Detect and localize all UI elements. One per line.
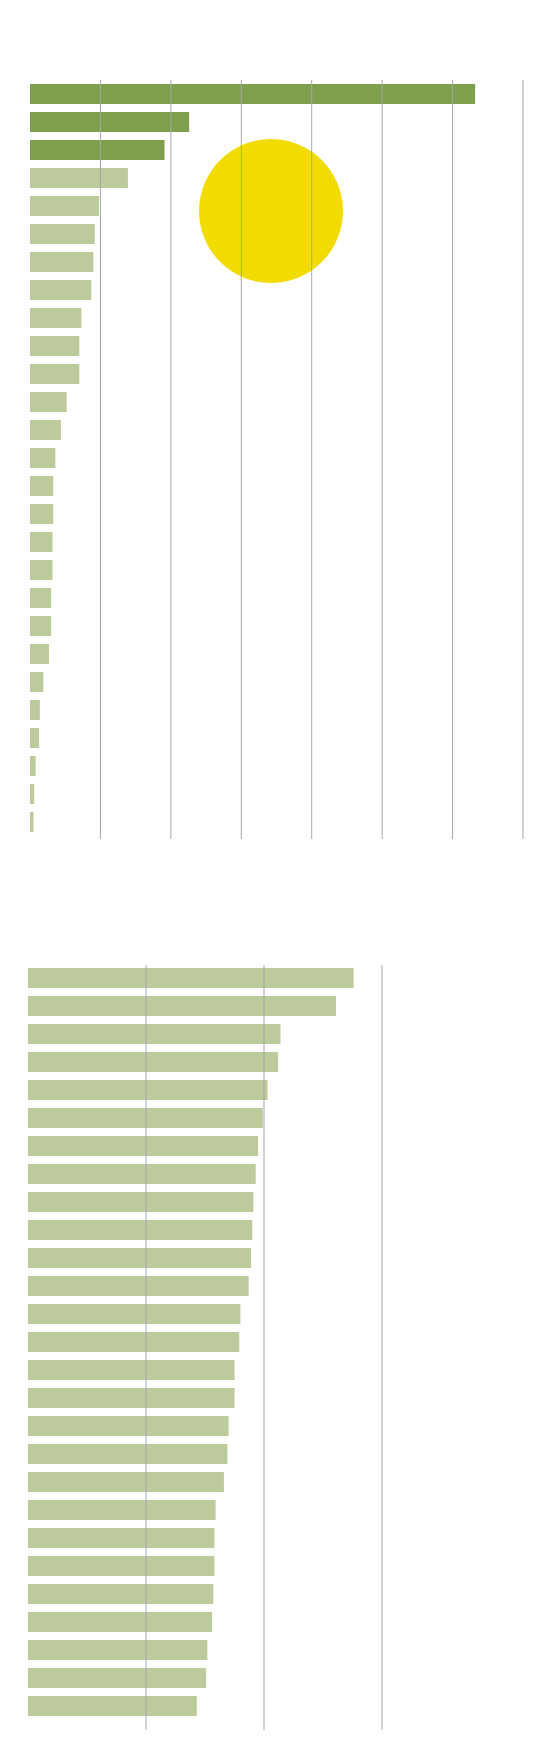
bar xyxy=(30,84,476,104)
bar xyxy=(28,1276,249,1296)
bar xyxy=(30,588,52,608)
bar xyxy=(28,1416,229,1436)
bar xyxy=(28,1332,240,1352)
bar xyxy=(28,1668,207,1688)
bar xyxy=(28,1304,241,1324)
bar xyxy=(28,1640,208,1660)
bar xyxy=(30,784,35,804)
bar xyxy=(30,280,92,300)
bar xyxy=(28,1052,279,1072)
bar xyxy=(30,224,95,244)
bar xyxy=(28,1220,253,1240)
bar xyxy=(30,168,128,188)
bar xyxy=(30,672,44,692)
bar xyxy=(28,1024,281,1044)
bar xyxy=(30,140,165,160)
bar xyxy=(28,1556,215,1576)
bar xyxy=(30,532,53,552)
bar xyxy=(30,252,94,272)
bar xyxy=(28,1500,216,1520)
bar xyxy=(30,336,80,356)
bar xyxy=(28,1584,214,1604)
bar xyxy=(28,1108,263,1128)
bar xyxy=(28,1472,224,1492)
bar xyxy=(30,364,80,384)
bar xyxy=(30,812,34,832)
bar xyxy=(28,1612,213,1632)
bar xyxy=(30,308,82,328)
bar xyxy=(30,112,190,132)
bar xyxy=(28,1164,256,1184)
bar xyxy=(28,1696,197,1716)
bar xyxy=(30,644,50,664)
bar xyxy=(30,504,54,524)
bar xyxy=(28,1136,259,1156)
bar xyxy=(30,560,53,580)
decoration-circle xyxy=(199,139,343,283)
bar xyxy=(28,968,354,988)
bar xyxy=(30,420,61,440)
bar xyxy=(28,1360,235,1380)
bar xyxy=(28,1388,235,1408)
bar xyxy=(30,728,40,748)
bar xyxy=(28,1192,254,1212)
bar xyxy=(30,756,36,776)
bar xyxy=(28,1080,268,1100)
bar xyxy=(28,996,336,1016)
bar xyxy=(30,448,56,468)
bar xyxy=(28,1248,252,1268)
bar xyxy=(30,196,100,216)
bar xyxy=(30,476,54,496)
bar xyxy=(30,616,52,636)
bar xyxy=(28,1528,215,1548)
bar xyxy=(30,392,67,412)
bar xyxy=(28,1444,228,1464)
bar xyxy=(30,700,40,720)
